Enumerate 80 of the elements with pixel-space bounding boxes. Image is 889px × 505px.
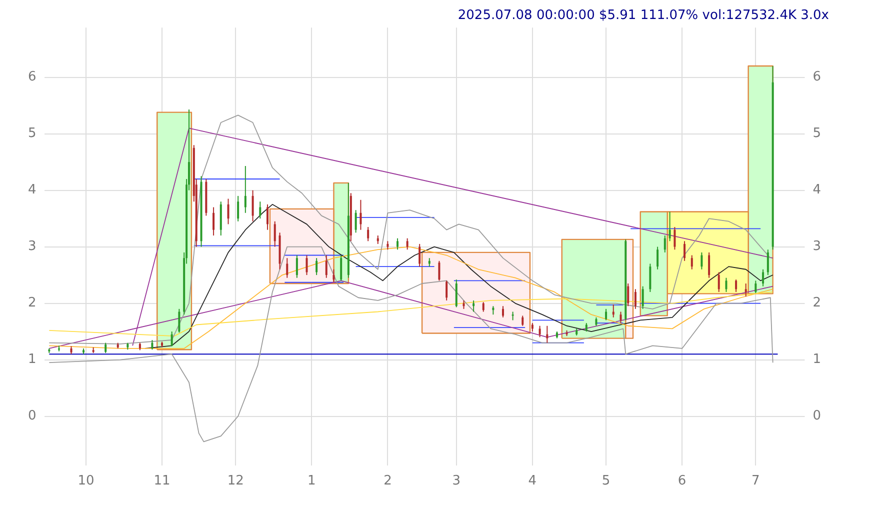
candlestick xyxy=(612,304,614,318)
candlestick xyxy=(482,302,484,312)
candlestick xyxy=(674,226,676,250)
y2-tick-label: 4 xyxy=(812,182,822,198)
candlestick xyxy=(664,234,666,253)
x-tick-label: 3 xyxy=(452,474,461,489)
candlestick xyxy=(627,283,630,307)
candlestick xyxy=(502,306,504,318)
candlestick xyxy=(340,254,342,282)
x-tick-label: 4 xyxy=(528,474,537,489)
candlestick xyxy=(455,279,458,308)
candlestick xyxy=(708,252,710,278)
candlestick xyxy=(634,288,636,310)
candlestick xyxy=(656,246,659,270)
x-tick-label: 1 xyxy=(308,474,316,489)
y2-tick-label: 5 xyxy=(812,126,822,142)
candlestick xyxy=(684,240,686,262)
y2-tick-label: 0 xyxy=(812,408,822,424)
y2-tick-label: 2 xyxy=(812,296,822,311)
candlestick xyxy=(286,258,288,278)
candlestick xyxy=(244,166,246,214)
x-tick-label: 11 xyxy=(154,474,170,489)
candlestick xyxy=(605,308,608,321)
x-tick-label: 2 xyxy=(384,474,392,489)
x-tick-label: 6 xyxy=(678,474,686,489)
candlestick xyxy=(538,325,541,338)
y-tick-label: 3 xyxy=(28,239,36,254)
x-tick-label: 7 xyxy=(752,474,760,489)
candlestick xyxy=(446,280,448,301)
y2-tick-label: 6 xyxy=(812,70,822,85)
candlestick xyxy=(700,252,703,270)
candlestick xyxy=(178,308,180,334)
candlestick xyxy=(332,268,335,282)
candlestick xyxy=(754,280,757,294)
y-tick-label: 1 xyxy=(28,352,36,368)
candlestick xyxy=(735,279,738,292)
candlestick xyxy=(396,238,399,250)
candlestick xyxy=(522,315,524,326)
candlestick xyxy=(274,220,276,248)
candlestick xyxy=(642,286,644,310)
y2-tick-label: 1 xyxy=(812,352,822,368)
candlestick xyxy=(151,339,154,350)
candlestick xyxy=(170,331,173,347)
candlestick xyxy=(725,277,728,292)
candlestick xyxy=(266,204,268,230)
candlestick xyxy=(104,342,107,354)
y-tick-label: 2 xyxy=(28,296,36,311)
candlestick xyxy=(367,226,370,242)
candlestick xyxy=(360,199,362,230)
candlestick xyxy=(296,254,298,278)
y-tick-label: 6 xyxy=(28,70,36,85)
y-tick-label: 5 xyxy=(28,126,36,142)
candlestick xyxy=(354,210,357,234)
candlestick xyxy=(316,258,318,276)
x-tick-label: 5 xyxy=(602,474,610,489)
candlestick xyxy=(718,272,720,292)
candlestick xyxy=(259,201,262,220)
candlestick xyxy=(744,283,747,297)
y-tick-label: 0 xyxy=(28,408,36,424)
candlestick xyxy=(406,238,408,250)
candlestick xyxy=(620,311,622,324)
candlestick xyxy=(438,260,440,282)
candlestick xyxy=(546,325,548,344)
x-tick-label: 12 xyxy=(227,474,244,489)
x-tick-label: 10 xyxy=(78,474,94,489)
y-tick-label: 4 xyxy=(28,182,36,198)
candlestick xyxy=(766,249,769,276)
candlestick xyxy=(668,211,671,242)
candlestick xyxy=(325,254,328,278)
candlestick xyxy=(252,190,254,222)
candlestick xyxy=(212,206,215,236)
candlestick xyxy=(649,263,652,292)
y2-tick-label: 3 xyxy=(812,239,822,254)
chart-title: 2025.07.08 00:00:00 $5.91 111.07% vol:127532.4K 3.0x xyxy=(458,8,830,24)
candlestick xyxy=(418,243,421,268)
candlestick xyxy=(237,195,240,222)
candlestick xyxy=(690,254,693,270)
candlestick xyxy=(306,254,308,276)
candlestick xyxy=(762,268,764,287)
candlestick xyxy=(227,198,230,225)
